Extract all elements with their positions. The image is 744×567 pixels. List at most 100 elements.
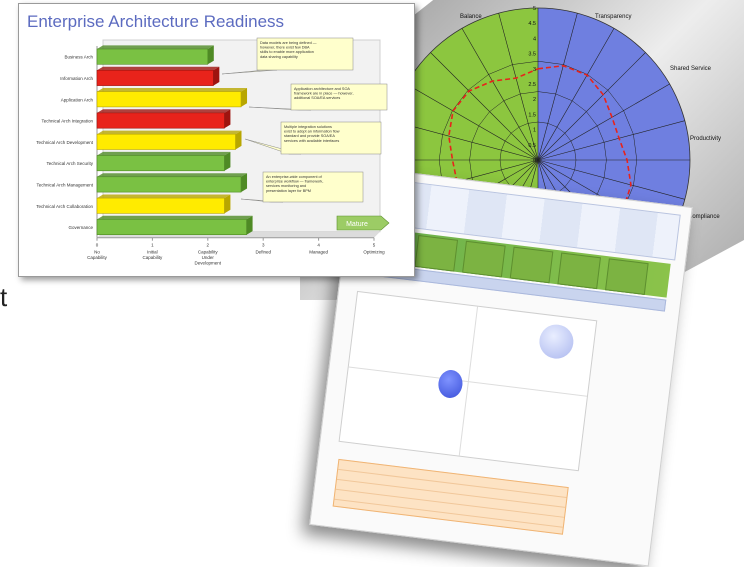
bar-chart-svg: Business Arch Information Arch Application…: [36, 37, 390, 266]
bar-top-face: [97, 109, 231, 113]
mature-badge-label: Mature: [346, 221, 368, 228]
radar-axis-label: Compliance: [688, 214, 720, 220]
radar-spoke: [537, 13, 578, 161]
bar: [96, 48, 209, 65]
x-tick-label: Capability: [198, 250, 219, 255]
bar-side-face: [241, 173, 248, 193]
category-label: Technical Arch Management: [36, 182, 93, 187]
callout-box: [262, 171, 364, 203]
callout-text: data sharing capability: [260, 55, 298, 59]
category-label: Technical Arch Security: [46, 161, 93, 166]
radar-spoke: [537, 159, 685, 200]
bar-side-face: [207, 45, 214, 65]
bar: [96, 70, 214, 86]
callout-text: additional SOA/EA services: [294, 96, 340, 100]
category-label: Information Arch: [60, 76, 93, 81]
callout-text: framework are in place — however,: [294, 92, 354, 96]
category-label: Application Arch: [61, 97, 94, 102]
bar-top-face: [97, 88, 248, 92]
callout-text: Data models are being defined —: [260, 41, 317, 45]
x-tick-number: 5: [373, 243, 376, 248]
radar-tick-label: 3: [533, 67, 536, 73]
radar-axis-label: Balance: [460, 14, 482, 20]
callout-box: [290, 83, 388, 111]
bar-side-face: [224, 194, 231, 214]
x-tick-label: Under: [202, 255, 215, 260]
callout-text: skills to enable more application: [260, 50, 314, 54]
x-tick-label: Defined: [255, 250, 271, 255]
callout-text: services with available interfaces: [284, 139, 339, 143]
chart-title: Enterprise Architecture Readiness: [27, 12, 285, 31]
radar-axis-label: Transparency: [595, 14, 631, 20]
bar-top-face: [97, 194, 231, 199]
callout-text: enterprise workflow — framework,: [266, 180, 323, 184]
bar-top-face: [97, 215, 253, 220]
green-cell: [557, 252, 601, 290]
radar-tick-label: 4.5: [528, 21, 536, 27]
bar-top-face: [97, 45, 214, 49]
x-tick-number: 4: [317, 243, 320, 248]
radar-spoke: [537, 52, 646, 161]
category-label: Technical Arch Collaboration: [36, 204, 93, 209]
x-tick-label: Optimizing: [363, 250, 385, 255]
bar-side-face: [224, 151, 231, 171]
callout-text: standard and provide SOA/EA: [284, 134, 335, 138]
bar-top-face: [97, 151, 231, 156]
radar-spoke: [430, 52, 539, 161]
radar-spoke: [537, 28, 615, 161]
x-tick-label: Development: [195, 261, 222, 266]
mature-badge: [336, 215, 390, 231]
bubble-plot-area: [338, 290, 598, 472]
callout-text: Application architecture and SOA: [294, 87, 350, 91]
radar-tick-label: 4: [533, 36, 536, 42]
bar: [96, 133, 236, 150]
callout-box: [280, 121, 382, 155]
category-label: Technical Arch Integration: [41, 119, 93, 124]
radar-tick-label: 3.5: [528, 52, 536, 58]
callout-text: An enterprise-wide component of: [266, 175, 323, 179]
bar: [96, 176, 242, 193]
bar: [96, 197, 225, 214]
bar-side-face: [213, 66, 220, 86]
callout-box: [256, 37, 354, 71]
radar-tick-label: 1: [533, 128, 536, 134]
x-tick-label: Capability: [87, 255, 108, 260]
radar-spoke: [537, 83, 670, 161]
bar-side-face: [246, 215, 253, 235]
callout-text: however, there exist few DBA: [260, 46, 310, 50]
x-tick-number: 3: [262, 243, 265, 248]
x-tick-label: Initial: [147, 250, 158, 255]
radar-tick-label: 0: [533, 158, 536, 164]
category-label: Business Arch: [64, 55, 93, 60]
bar-top-face: [97, 130, 242, 135]
green-cell: [509, 246, 554, 284]
radar-spoke: [498, 13, 539, 161]
callout-text: exist to adopt an information flow: [284, 130, 340, 134]
radar-axis-label: Productivity: [690, 136, 721, 142]
callout-text: presentation layer for BPM: [266, 189, 311, 193]
x-tick-label: No: [94, 250, 100, 255]
radar-spoke: [406, 83, 539, 161]
readiness-chart-panel: Enterprise Architecture Readiness Busine…: [18, 3, 415, 277]
category-label: Governance: [68, 225, 93, 230]
radar-tick-label: 2: [533, 97, 536, 103]
radar-axis-label: Shared Service: [670, 66, 712, 72]
bar-side-face: [241, 88, 248, 107]
bar: [96, 112, 225, 129]
sheet-orange-table: [332, 458, 569, 535]
x-tick-number: 2: [207, 243, 210, 248]
x-tick-number: 0: [96, 243, 99, 248]
radar-tick-label: 5: [533, 6, 536, 12]
bar: [96, 91, 242, 108]
stray-letter: t: [0, 282, 8, 312]
radar-tick-label: 1.5: [528, 112, 536, 118]
green-cell: [462, 240, 506, 278]
bar-side-face: [224, 109, 231, 129]
bar-top-face: [97, 66, 220, 71]
bar-top-face: [97, 173, 248, 177]
x-tick-label: Capability: [143, 255, 164, 260]
radar-spoke: [461, 28, 539, 161]
radar-tick-label: 2.5: [528, 82, 536, 88]
x-tick-number: 1: [151, 243, 154, 248]
radar-tick-label: 0.5: [528, 143, 536, 149]
